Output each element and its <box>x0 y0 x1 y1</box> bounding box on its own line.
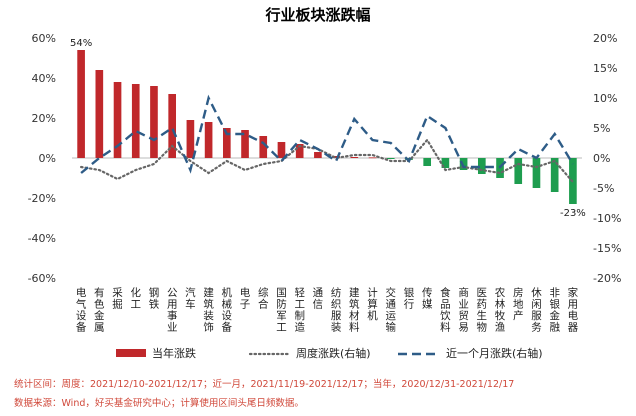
bar-27 <box>550 158 559 192</box>
left-y-axis: -60% -40% -20% 0% 20% 40% 60% <box>28 32 56 285</box>
bar-23 <box>477 158 486 174</box>
right-tick-label: -20% <box>593 272 621 285</box>
bar-4 <box>131 84 140 158</box>
category-label: 机械设备 <box>222 286 233 334</box>
right-tick-label: -10% <box>593 212 621 225</box>
bar-data-label: -23% <box>560 208 586 219</box>
bar-15 <box>332 156 340 158</box>
category-label: 家用电器 <box>568 286 579 334</box>
bar-9 <box>222 128 231 158</box>
note-data-source: 数据来源：Wind，好买基金研究中心；计算使用区间头尾日频数据。 <box>14 398 304 409</box>
bar-8 <box>204 122 213 158</box>
right-tick-label: -15% <box>593 242 621 255</box>
category-label: 钢铁 <box>149 286 160 311</box>
bar-1 <box>77 50 85 158</box>
left-tick-label: -60% <box>28 272 56 285</box>
category-label: 纺织服装 <box>331 286 342 334</box>
category-label: 休闲服务 <box>531 287 542 334</box>
bar-data-label: 54% <box>70 38 92 49</box>
bar-3 <box>113 82 122 158</box>
category-label: 国防军工 <box>276 287 287 334</box>
category-label: 商业贸易 <box>458 286 469 334</box>
left-tick-label: -20% <box>28 192 56 205</box>
right-tick-label: 20% <box>593 32 617 45</box>
bar-11 <box>259 136 268 158</box>
category-label: 银行 <box>404 286 415 311</box>
bar-10 <box>241 130 249 158</box>
category-label: 非银金融 <box>549 287 560 334</box>
bar-13 <box>295 144 304 158</box>
right-tick-label: 5% <box>593 122 610 135</box>
bar-21 <box>441 158 450 168</box>
category-label: 有色金属 <box>94 286 105 334</box>
category-label: 轻工制造 <box>294 286 305 334</box>
note-statistics-period: 统计区间：周度：2021/12/10-2021/12/17；近一月，2021/1… <box>14 379 515 390</box>
x-axis-categories: 电气设备有色金属采掘化工钢铁公用事业汽车建筑装饰机械设备电子综合国防军工轻工制造… <box>76 286 579 334</box>
bar-22 <box>459 158 468 170</box>
left-tick-label: 40% <box>32 72 56 85</box>
bar-18 <box>386 158 395 159</box>
bar-series-annual <box>77 50 577 204</box>
left-tick-label: 20% <box>32 112 56 125</box>
category-label: 通信 <box>313 287 324 311</box>
left-tick-label: 0% <box>39 152 56 165</box>
category-label: 建筑装饰 <box>203 286 214 334</box>
bar-7 <box>186 120 195 158</box>
category-label: 化工 <box>131 286 142 311</box>
left-tick-label: 60% <box>32 32 56 45</box>
left-tick-label: -40% <box>28 232 56 245</box>
category-label: 食品饮料 <box>440 286 451 334</box>
category-label: 采掘 <box>112 287 123 311</box>
legend-label-weekly: 周度涨跌(右轴) <box>296 346 371 360</box>
legend-swatch-annual <box>116 349 146 357</box>
bar-20 <box>423 158 432 166</box>
right-tick-label: 0% <box>593 152 610 165</box>
legend: 当年涨跌 周度涨跌(右轴) 近一个月涨跌(右轴) <box>116 346 543 360</box>
right-tick-label: 10% <box>593 92 617 105</box>
legend-label-monthly: 近一个月涨跌(右轴) <box>446 346 543 360</box>
category-label: 建筑材料 <box>349 286 360 334</box>
category-label: 医药生物 <box>477 287 488 334</box>
legend-label-annual: 当年涨跌 <box>152 346 196 360</box>
bar-26 <box>532 158 541 188</box>
right-tick-label: 15% <box>593 62 617 75</box>
bar-6 <box>168 94 177 158</box>
category-label: 电气设备 <box>76 286 87 334</box>
line-monthly-change <box>80 94 574 174</box>
bar-5 <box>150 86 158 158</box>
line-weekly-change <box>80 138 574 184</box>
bar-16 <box>350 157 359 158</box>
category-label: 电子 <box>240 286 251 311</box>
bar-12 <box>277 142 286 158</box>
bar-17 <box>368 157 377 159</box>
category-label: 公用事业 <box>167 287 178 334</box>
data-labels: 54% -23% <box>70 38 586 219</box>
right-y-axis: -20% -15% -10% -5% 0% 5% 10% 15% 20% <box>593 32 621 285</box>
chart-title: 行业板块涨跌幅 <box>264 6 370 24</box>
bar-14 <box>314 152 322 158</box>
bar-2 <box>95 70 104 158</box>
category-label: 计算机 <box>367 286 378 322</box>
category-label: 房地产 <box>513 286 524 322</box>
line-series-group <box>80 94 574 184</box>
category-label: 农林牧渔 <box>495 286 506 334</box>
category-label: 交通运输 <box>386 286 397 334</box>
bar-25 <box>514 158 523 184</box>
category-label: 传媒 <box>422 287 433 311</box>
right-tick-label: -5% <box>593 182 614 195</box>
category-label: 综合 <box>258 286 269 311</box>
category-label: 汽车 <box>185 286 196 311</box>
